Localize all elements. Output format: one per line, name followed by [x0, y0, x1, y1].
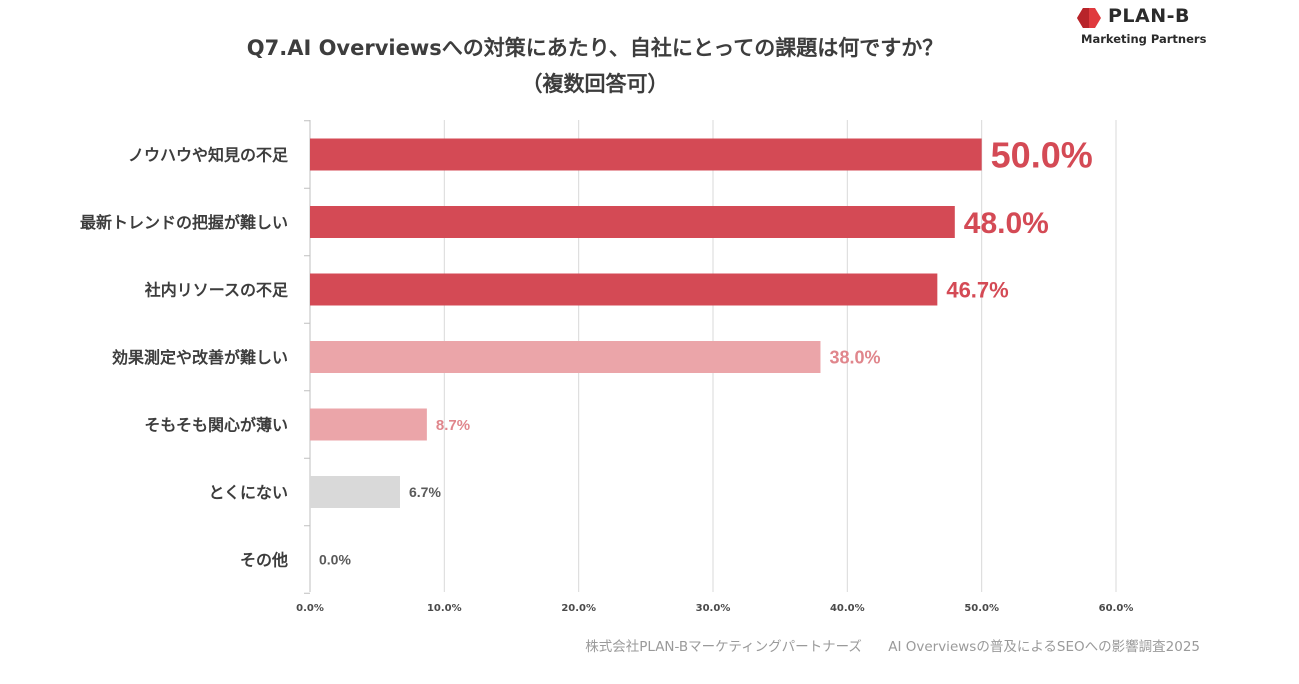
logo-name: PLAN-B: [1108, 5, 1191, 27]
bar: [310, 138, 982, 171]
category-label: 最新トレンドの把握が難しい: [80, 213, 288, 232]
bar: [310, 273, 938, 306]
value-label: 48.0%: [964, 207, 1049, 240]
x-tick-label: 0.0%: [296, 603, 324, 614]
value-label: 8.7%: [436, 417, 470, 434]
category-label: そもそも関心が薄い: [144, 416, 288, 435]
bar: [310, 206, 955, 238]
x-tick-label: 20.0%: [561, 603, 596, 614]
footer-company: 株式会社PLAN-Bマーケティングパートナーズ: [585, 639, 862, 655]
value-label: 0.0%: [319, 552, 351, 568]
footer-survey: AI Overviewsの普及によるSEOへの影響調査2025: [888, 639, 1200, 655]
bar: [310, 476, 401, 508]
value-label: 50.0%: [991, 134, 1093, 175]
x-tick-label: 60.0%: [1099, 603, 1134, 614]
category-label: その他: [240, 551, 288, 570]
plan-b-logo-icon: [1077, 8, 1101, 28]
value-label: 46.7%: [946, 277, 1008, 302]
category-label: 効果測定や改善が難しい: [112, 348, 288, 367]
bar: [310, 408, 427, 441]
x-tick-label: 10.0%: [427, 603, 462, 614]
source-footer: 株式会社PLAN-Bマーケティングパートナーズ AI Overviewsの普及に…: [480, 635, 1200, 655]
x-tick-label: 50.0%: [964, 603, 999, 614]
chart-title: Q7.AI Overviewsへの対策にあたり、自社にとっての課題は何ですか？: [246, 36, 944, 60]
chart-subtitle: （複数回答可）: [521, 72, 669, 96]
bar: [310, 341, 821, 373]
x-tick-label: 40.0%: [830, 603, 865, 614]
value-label: 38.0%: [829, 347, 880, 367]
category-label: 社内リソースの不足: [144, 281, 289, 300]
plan-b-logo: PLAN-B Marketing Partners: [1074, 4, 1206, 48]
logo-subtitle: Marketing Partners: [1081, 32, 1207, 46]
category-label: ノウハウや知見の不足: [128, 146, 289, 165]
value-label: 6.7%: [409, 484, 441, 500]
category-label: とくにない: [208, 483, 288, 502]
x-tick-label: 30.0%: [696, 603, 731, 614]
